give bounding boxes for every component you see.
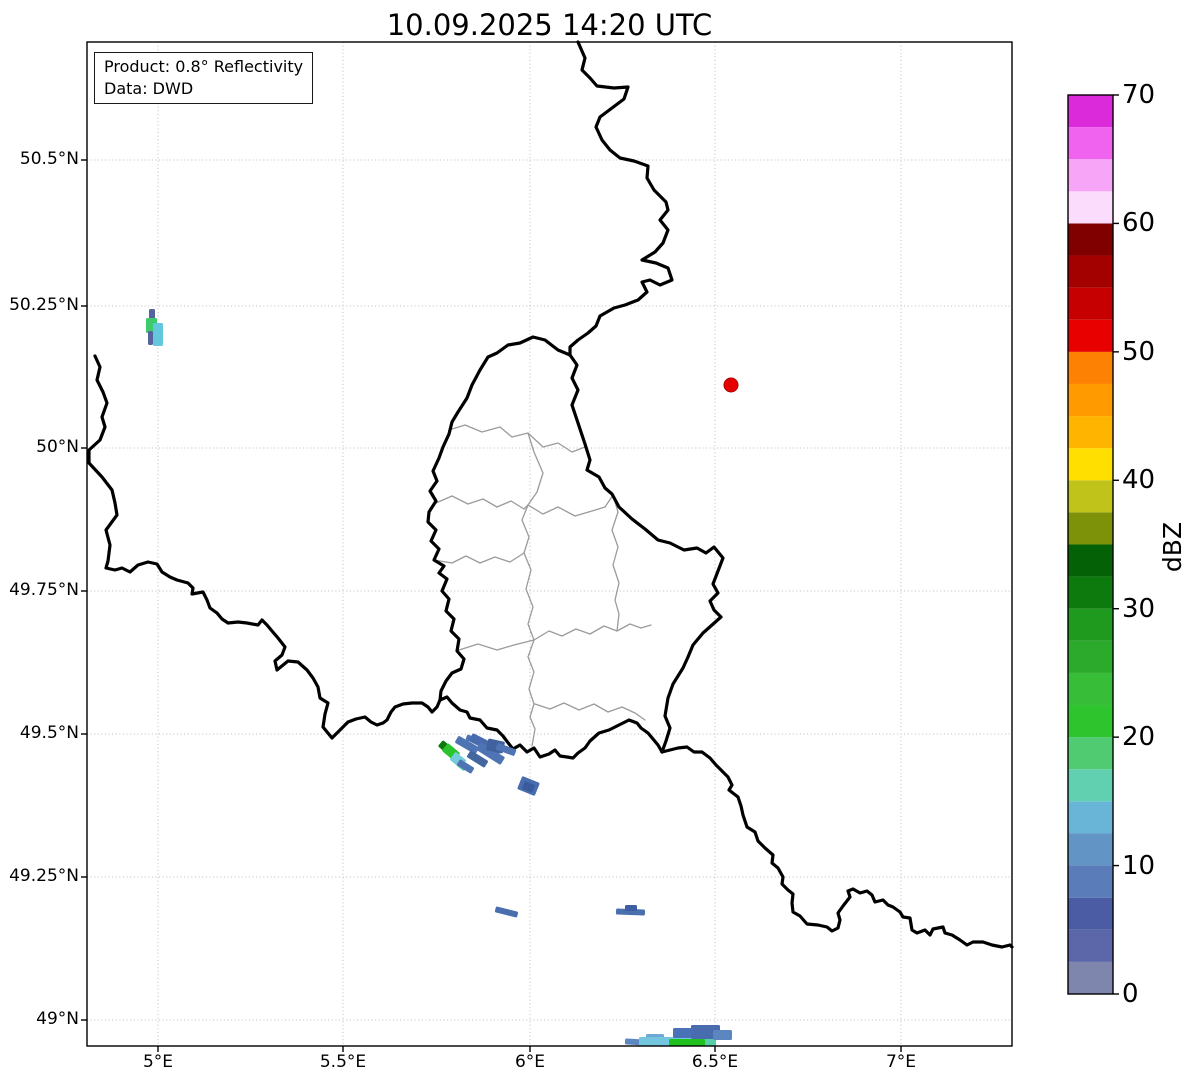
canton-border-line	[448, 424, 586, 453]
y-tick-label: 49.75°N	[9, 580, 79, 600]
colorbar-segment	[1068, 480, 1113, 513]
colorbar-tick-label: 40	[1122, 465, 1156, 495]
colorbar-segment	[1068, 95, 1113, 128]
radar-echo-cell	[467, 750, 488, 768]
colorbar-segment	[1068, 897, 1113, 930]
canton-border-line	[458, 639, 535, 651]
radar-echo-cell	[713, 1030, 732, 1040]
colorbar-frame	[1067, 94, 1114, 995]
colorbar-tick-label: 20	[1122, 722, 1156, 752]
colorbar-segment	[1068, 351, 1113, 384]
country-border-belgium-germany	[568, 40, 674, 357]
colorbar-segment	[1068, 383, 1113, 417]
radar-site-marker	[723, 377, 739, 393]
x-tick-label: 5.5°E	[319, 1052, 367, 1072]
colorbar-segment	[1068, 512, 1113, 545]
colorbar-segment	[1068, 287, 1113, 320]
x-tick-label: 7°E	[885, 1052, 917, 1072]
country-border-belgium-france	[87, 354, 442, 740]
colorbar-segment	[1068, 576, 1113, 609]
colorbar-segment	[1068, 801, 1113, 834]
y-tick-label: 50°N	[36, 437, 79, 457]
radar-echo-cell	[691, 1025, 720, 1039]
colorbar-segment	[1068, 833, 1113, 866]
canton-border-line	[534, 702, 646, 721]
canton-border-line	[433, 552, 525, 564]
colorbar-segment	[1068, 640, 1113, 673]
radar-echo-cell	[457, 759, 474, 774]
y-tick-label: 49°N	[36, 1009, 79, 1029]
country-border-luxembourg-east	[568, 353, 725, 754]
y-tick-label: 49.5°N	[19, 723, 79, 743]
colorbar-segment	[1068, 769, 1113, 802]
canton-border-line	[521, 504, 530, 554]
colorbar-segment	[1068, 448, 1113, 481]
colorbar-tick-label: 50	[1122, 337, 1156, 367]
radar-echo-cell	[522, 781, 535, 793]
colorbar-segment	[1068, 416, 1113, 449]
colorbar-segment	[1068, 159, 1113, 192]
colorbar-axis-label: dBZ	[1157, 521, 1187, 573]
product-info-box: Product: 0.8° Reflectivity Data: DWD	[94, 52, 314, 105]
radar-echo-cell	[494, 906, 519, 918]
x-tick-label: 6.5°E	[691, 1052, 739, 1072]
canton-border-line	[523, 552, 535, 641]
x-tick-label: 6°E	[514, 1052, 546, 1072]
country-border-france-germany	[660, 745, 1014, 949]
country-border-luxembourg-west	[426, 335, 572, 702]
colorbar-segment	[1068, 319, 1113, 352]
colorbar-segment	[1068, 672, 1113, 706]
colorbar-segment	[1068, 191, 1113, 224]
canton-border-line	[527, 432, 544, 506]
colorbar-tick-label: 60	[1122, 208, 1156, 238]
canton-border-line	[533, 623, 652, 641]
radar-echo-cell	[495, 743, 517, 756]
radar-echo-cell	[148, 331, 153, 345]
product-info-line: Product: 0.8° Reflectivity	[104, 57, 304, 76]
radar-echo-cell	[153, 323, 163, 346]
radar-echo-cell	[673, 1028, 694, 1038]
canton-border-line	[527, 494, 614, 517]
y-tick-label: 50.25°N	[9, 295, 79, 315]
canton-border-line	[527, 639, 536, 747]
country-border-luxembourg-south	[438, 695, 664, 760]
radar-echo-cell	[669, 1039, 705, 1046]
canton-border-line	[611, 494, 620, 632]
colorbar-segment	[1068, 929, 1113, 962]
colorbar-tick-label: 70	[1122, 80, 1156, 110]
radar-echo-cell	[476, 742, 505, 765]
data-source-line: Data: DWD	[104, 78, 194, 98]
colorbar-segment	[1068, 865, 1113, 898]
colorbar-segment	[1068, 608, 1113, 641]
radar-echo-cell	[455, 736, 479, 754]
colorbar-segment	[1068, 705, 1113, 738]
colorbar-tick-label: 0	[1122, 979, 1139, 1009]
x-tick-label: 5°E	[142, 1052, 174, 1072]
colorbar-segment	[1068, 961, 1113, 994]
radar-echo-layer	[146, 309, 732, 1046]
colorbar-tick-label: 30	[1122, 594, 1156, 624]
y-tick-label: 50.5°N	[19, 149, 79, 169]
radar-echo-cell	[625, 905, 637, 911]
y-tick-label: 49.25°N	[9, 866, 79, 886]
colorbar-segment	[1068, 737, 1113, 770]
canton-border-line	[435, 495, 529, 510]
colorbar-segment	[1068, 255, 1113, 288]
radar-echo-cell	[615, 908, 646, 916]
colorbar-segment	[1068, 127, 1113, 160]
figure-title: 10.09.2025 14:20 UTC	[386, 8, 713, 42]
colorbar-tick-label: 10	[1122, 851, 1156, 881]
colorbar-segment	[1068, 223, 1113, 256]
plot-frame	[86, 41, 1013, 1047]
colorbar-segment	[1068, 544, 1113, 577]
